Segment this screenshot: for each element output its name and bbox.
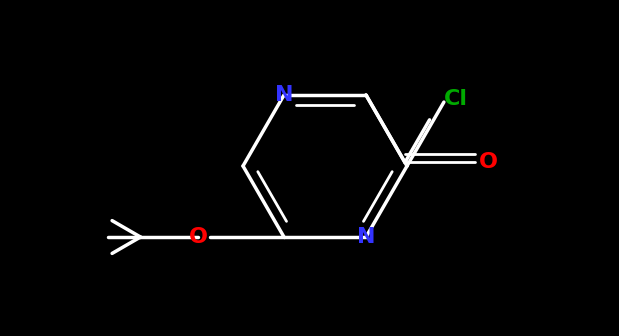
Text: N: N — [275, 85, 293, 105]
Text: O: O — [479, 153, 498, 172]
Text: Cl: Cl — [444, 89, 468, 109]
Text: N: N — [357, 227, 375, 247]
Text: O: O — [189, 227, 208, 247]
